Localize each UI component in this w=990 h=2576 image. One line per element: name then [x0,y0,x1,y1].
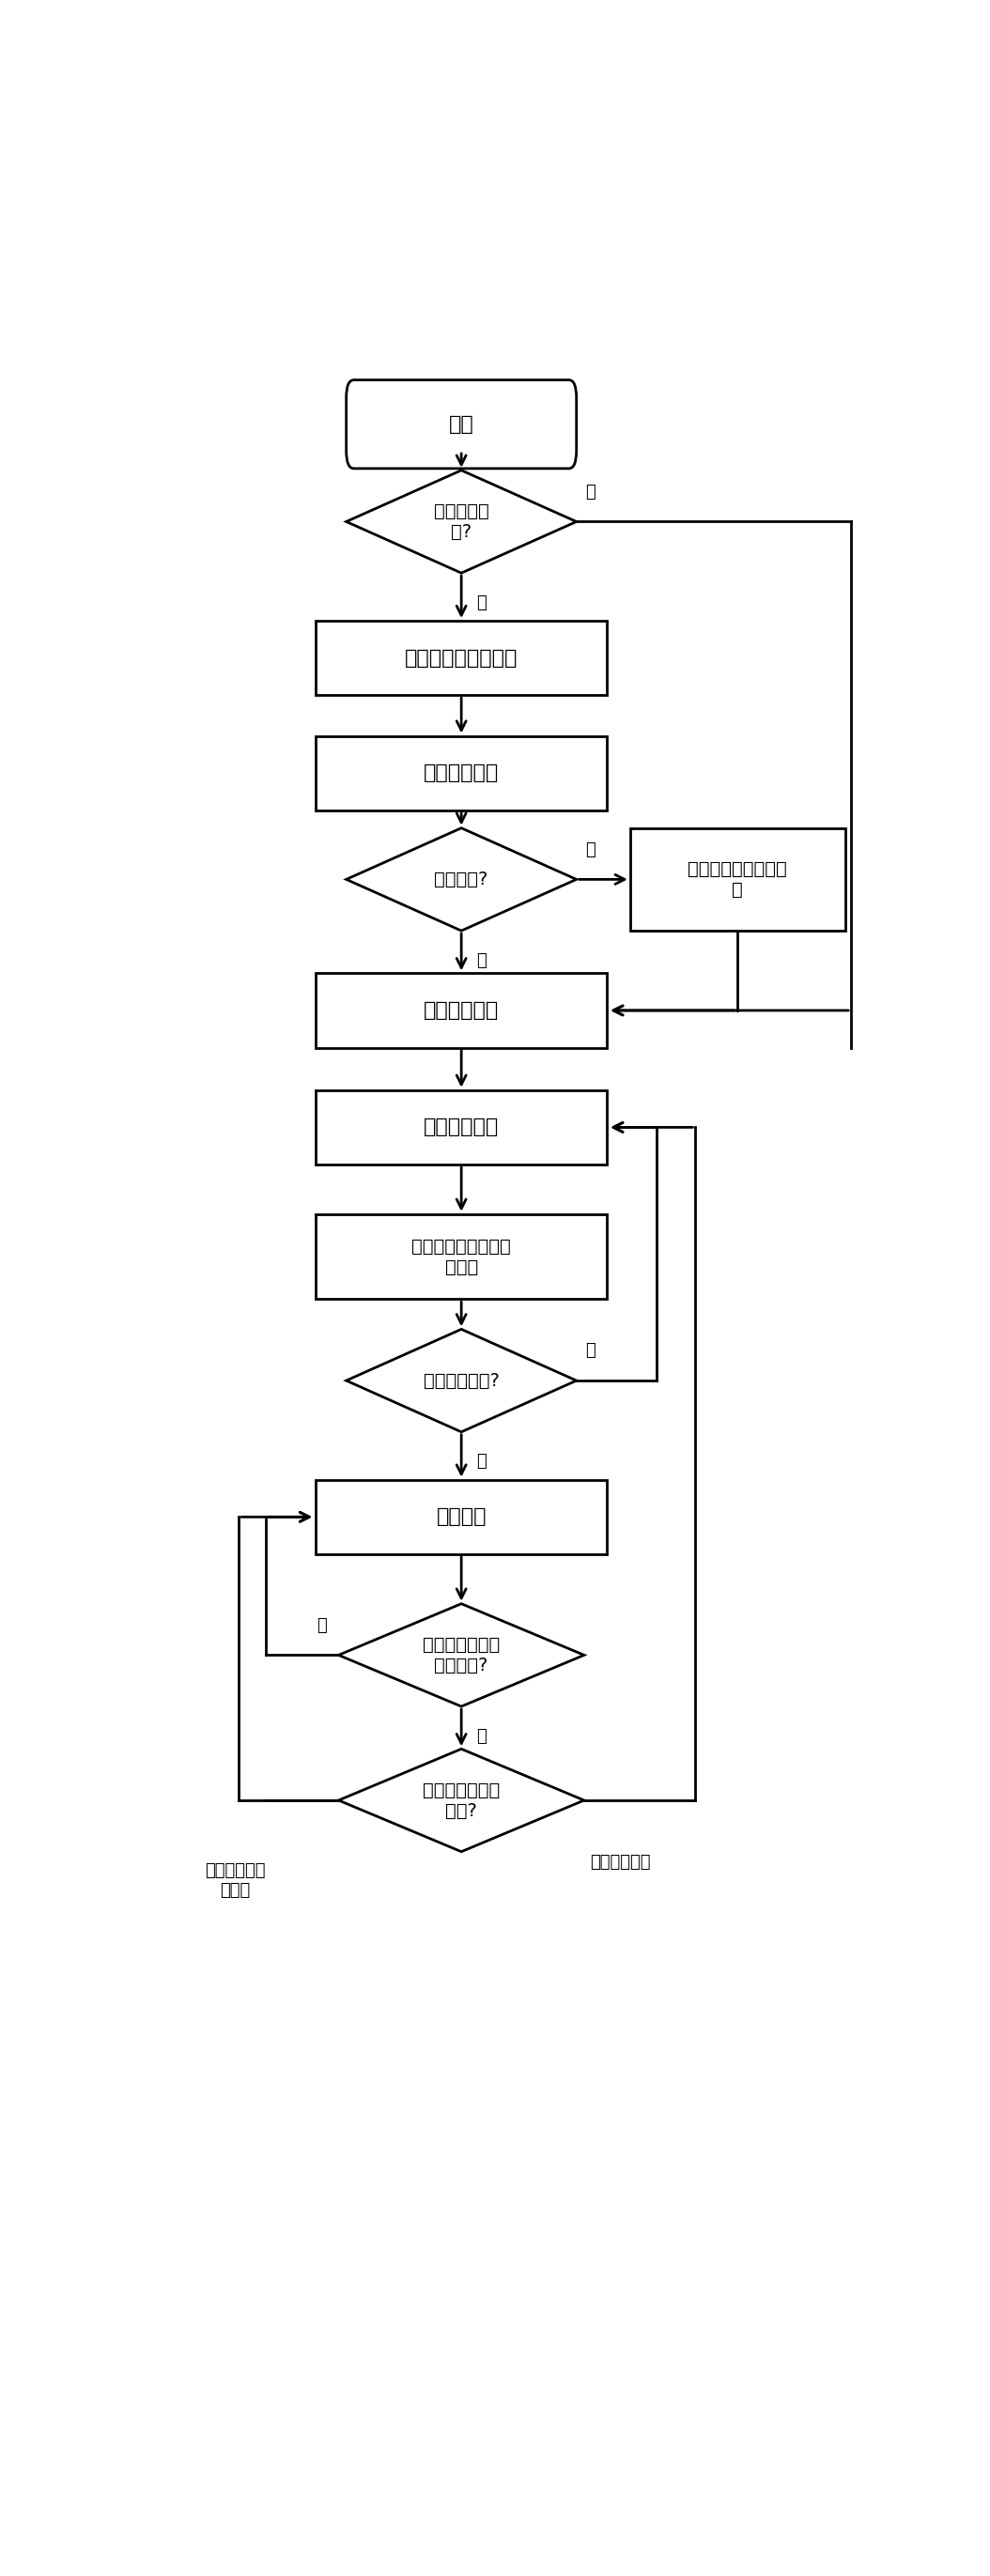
Polygon shape [346,1329,576,1432]
Text: 温度合适?: 温度合适? [435,871,488,889]
Bar [316,1090,607,1164]
Text: 开始: 开始 [448,415,474,433]
Text: 停止加热: 停止加热 [437,1507,486,1528]
Bar [631,827,845,930]
Text: 选择反应物质及配比: 选择反应物质及配比 [405,649,518,667]
Text: 否: 否 [586,842,596,858]
Text: 是: 是 [477,1728,487,1744]
Text: 确定加热温度: 确定加热温度 [424,1002,499,1020]
Text: 电热丝与容器内
温度相同?: 电热丝与容器内 温度相同? [423,1636,500,1674]
Text: 用户自行设置加热温
度: 用户自行设置加热温 度 [688,860,787,899]
Text: 估算加热温度: 估算加热温度 [424,762,499,783]
Text: 否: 否 [317,1618,327,1633]
Text: 预判所需热量: 预判所需热量 [424,1118,499,1136]
Bar [316,1479,607,1553]
Text: 低于预定温度: 低于预定温度 [590,1855,650,1870]
Text: 容器内达到预定
温度?: 容器内达到预定 温度? [423,1780,500,1819]
Bar [316,621,607,696]
Polygon shape [346,471,576,572]
Text: 控制开关管接通电热
丝加热: 控制开关管接通电热 丝加热 [412,1236,511,1275]
Text: 常用反应物
质?: 常用反应物 质? [434,502,489,541]
Text: 否: 否 [586,484,596,500]
Text: 达到预加热量?: 达到预加热量? [424,1370,499,1388]
Polygon shape [346,827,576,930]
Bar [316,1213,607,1298]
Bar [316,737,607,811]
Text: 是: 是 [477,1453,487,1471]
Polygon shape [339,1605,584,1705]
Bar [316,974,607,1048]
Text: 是: 是 [477,595,487,611]
Text: 是: 是 [477,953,487,969]
Polygon shape [339,1749,584,1852]
FancyBboxPatch shape [346,381,576,469]
Text: 达到或高于预
定温度: 达到或高于预 定温度 [205,1862,265,1899]
Text: 否: 否 [586,1342,596,1360]
